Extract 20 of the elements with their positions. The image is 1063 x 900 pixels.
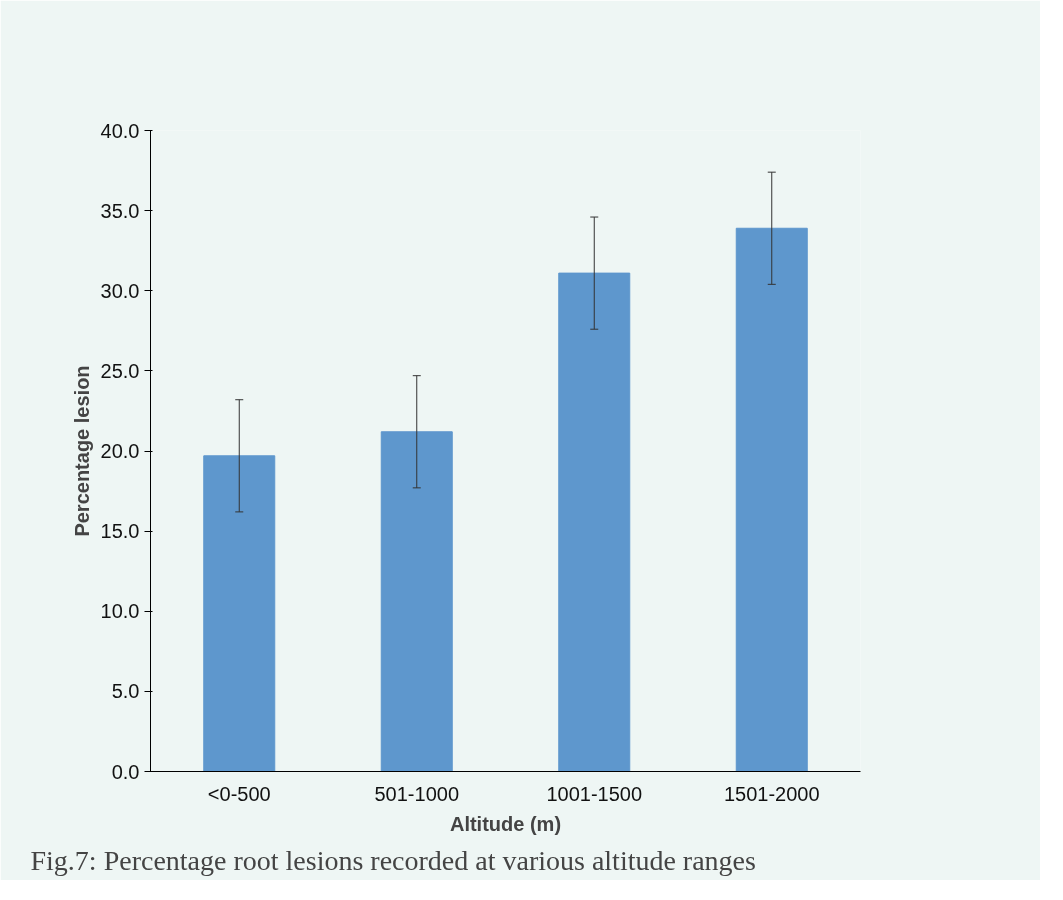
y-tick-label: 40.0 [100,119,140,142]
y-tick-label: 30.0 [100,279,140,302]
x-axis-title: Altitude (m) [449,812,562,835]
y-tick-label: 20.0 [100,440,140,462]
bar [735,227,808,772]
x-tick-label: 501-1000 [374,782,460,805]
x-tick-label: 1501-2000 [723,782,820,805]
y-tick-label: 5.0 [111,680,140,703]
bar [380,431,453,772]
y-tick-label: 35.0 [100,199,140,222]
bar [558,272,631,772]
y-tick-label: 0.0 [111,760,140,783]
y-axis-title: Percentage lesion [70,365,93,537]
x-tick-label: <0-500 [207,782,271,805]
y-tick-label: 25.0 [100,359,140,382]
bar [203,455,276,772]
caption: Fig.7: Percentage root lesions recorded at various altitude ranges [30,844,756,876]
x-tick-label: 1001-1500 [546,782,643,805]
y-tick-label: 15.0 [100,520,140,543]
y-tick-label: 10.0 [100,600,140,623]
